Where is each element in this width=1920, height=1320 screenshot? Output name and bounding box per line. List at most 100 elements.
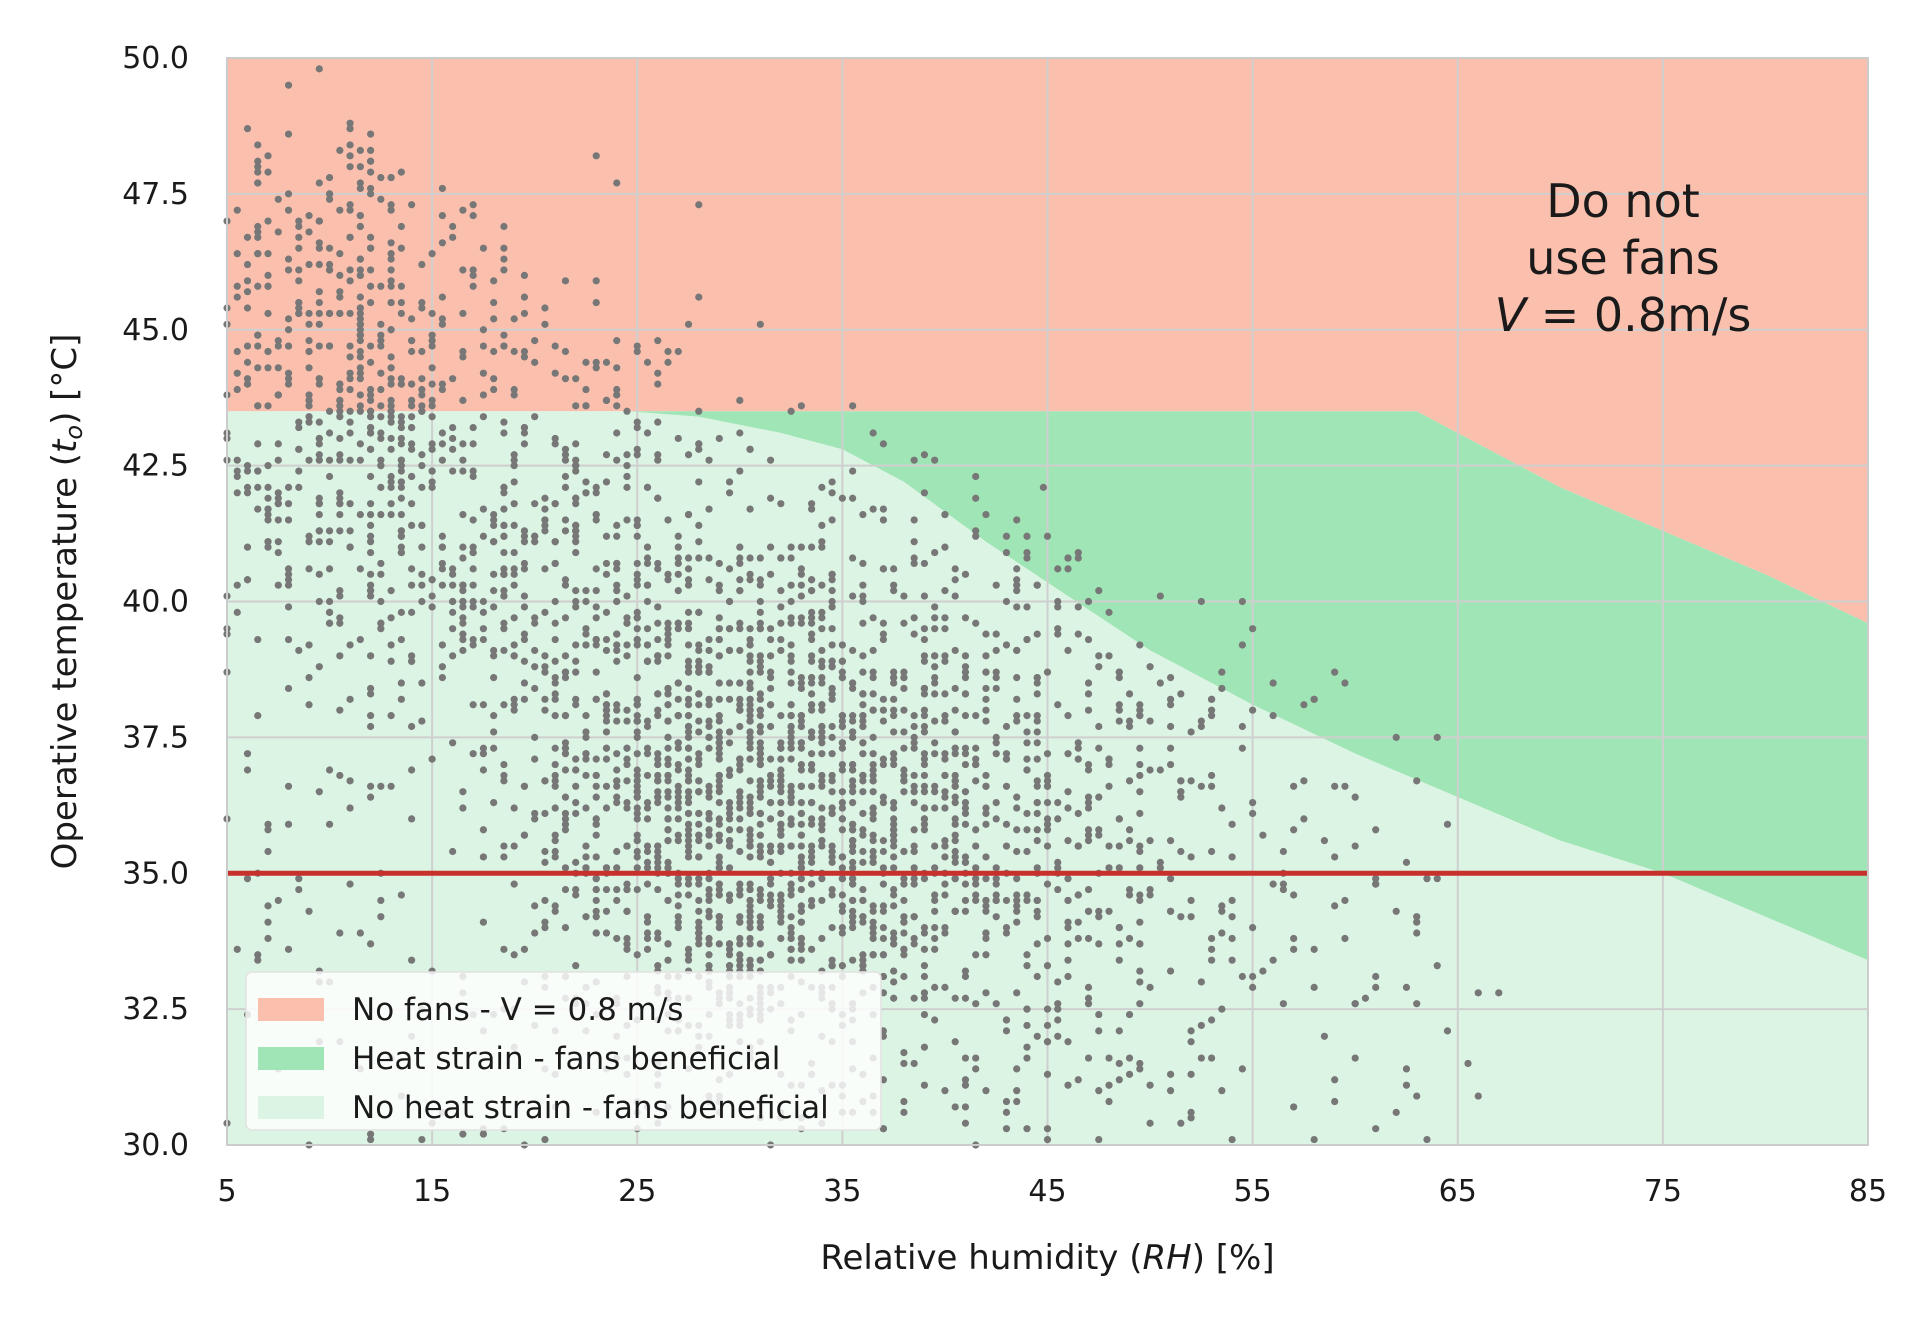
scatter-point: [387, 472, 395, 481]
scatter-point: [1269, 679, 1277, 687]
scatter-point: [674, 918, 682, 926]
scatter-point: [510, 880, 518, 888]
scatter-point: [366, 282, 375, 290]
scatter-point: [613, 565, 621, 573]
scatter-point: [674, 782, 682, 790]
scatter-point: [715, 712, 723, 720]
scatter-point: [664, 864, 672, 872]
scatter-point: [561, 581, 570, 589]
scatter-point: [941, 771, 949, 780]
scatter-point: [746, 804, 754, 812]
scatter-point: [254, 402, 262, 410]
scatter-point: [520, 695, 529, 703]
scatter-point: [551, 744, 559, 752]
scatter-point: [582, 597, 590, 606]
scatter-point: [264, 543, 272, 551]
scatter-point: [808, 728, 816, 736]
scatter-point: [746, 505, 754, 513]
scatter-point: [746, 924, 754, 932]
scatter-point: [469, 635, 477, 644]
scatter-point: [1013, 907, 1021, 915]
scatter-point: [869, 771, 877, 780]
scatter-point: [859, 951, 867, 959]
scatter-point: [725, 837, 734, 845]
scatter-point: [787, 619, 795, 627]
scatter-point: [1084, 1054, 1093, 1062]
scatter-point: [838, 815, 846, 823]
scatter-point: [1125, 1054, 1134, 1062]
scatter-point: [510, 581, 518, 589]
scatter-point: [1136, 760, 1144, 769]
scatter-point: [520, 293, 529, 301]
scatter-point: [705, 733, 713, 741]
scatter-point: [315, 239, 323, 247]
scatter-point: [613, 701, 621, 709]
scatter-point: [284, 635, 293, 644]
scatter-point: [551, 690, 559, 698]
scatter-point: [766, 456, 775, 464]
scatter-point: [449, 581, 457, 589]
scatter-point: [1074, 630, 1082, 638]
scatter-point: [705, 744, 713, 752]
scatter-point: [684, 451, 693, 459]
scatter-point: [674, 532, 682, 540]
scatter-point: [910, 456, 918, 464]
scatter-point: [572, 668, 580, 676]
scatter-point: [797, 875, 805, 883]
scatter-point: [582, 913, 590, 921]
scatter-point: [1105, 652, 1113, 660]
scatter-point: [705, 940, 713, 948]
scatter-point: [490, 587, 498, 595]
scatter-point: [777, 896, 785, 905]
scatter-point: [1177, 777, 1185, 785]
scatter-point: [356, 364, 364, 372]
scatter-point: [972, 951, 980, 959]
scatter-point: [890, 760, 898, 769]
scatter-point: [397, 380, 405, 388]
scatter-point: [910, 826, 918, 834]
scatter-point: [1166, 875, 1175, 883]
scatter-point: [449, 222, 457, 231]
scatter-point: [356, 635, 364, 644]
scatter-point: [336, 146, 344, 154]
scatter-point: [582, 712, 590, 720]
scatter-point: [346, 266, 354, 274]
scatter-point: [254, 467, 262, 475]
scatter-point: [346, 163, 354, 171]
scatter-point: [756, 913, 764, 921]
scatter-point: [264, 820, 272, 828]
scatter-point: [818, 521, 826, 530]
scatter-point: [828, 587, 836, 595]
scatter-point: [664, 837, 672, 845]
scatter-point: [561, 815, 570, 823]
scatter-point: [325, 538, 334, 546]
scatter-point: [541, 777, 549, 785]
scatter-point: [849, 679, 857, 687]
scatter-point: [715, 782, 723, 790]
scatter-point: [1208, 956, 1216, 964]
scatter-point: [243, 462, 252, 470]
scatter-point: [684, 956, 693, 964]
scatter-point: [736, 554, 744, 562]
scatter-point: [684, 842, 693, 850]
scatter-point: [623, 706, 631, 714]
scatter-point: [561, 516, 570, 524]
scatter-point: [490, 652, 498, 660]
scatter-point: [295, 467, 303, 475]
scatter-point: [377, 456, 385, 464]
scatter-point: [859, 668, 867, 676]
scatter-point: [1084, 766, 1093, 774]
scatter-point: [377, 195, 385, 203]
scatter-point: [777, 739, 785, 747]
scatter-point: [582, 587, 590, 595]
scatter-point: [674, 347, 682, 356]
scatter-point: [869, 858, 877, 866]
scatter-point: [684, 619, 693, 627]
scatter-point: [777, 766, 785, 774]
scatter-point: [1187, 1038, 1195, 1046]
scatter-point: [1023, 896, 1031, 905]
scatter-point: [366, 266, 375, 274]
scatter-point: [1074, 603, 1082, 611]
scatter-point: [561, 445, 570, 453]
scatter-point: [746, 744, 754, 752]
